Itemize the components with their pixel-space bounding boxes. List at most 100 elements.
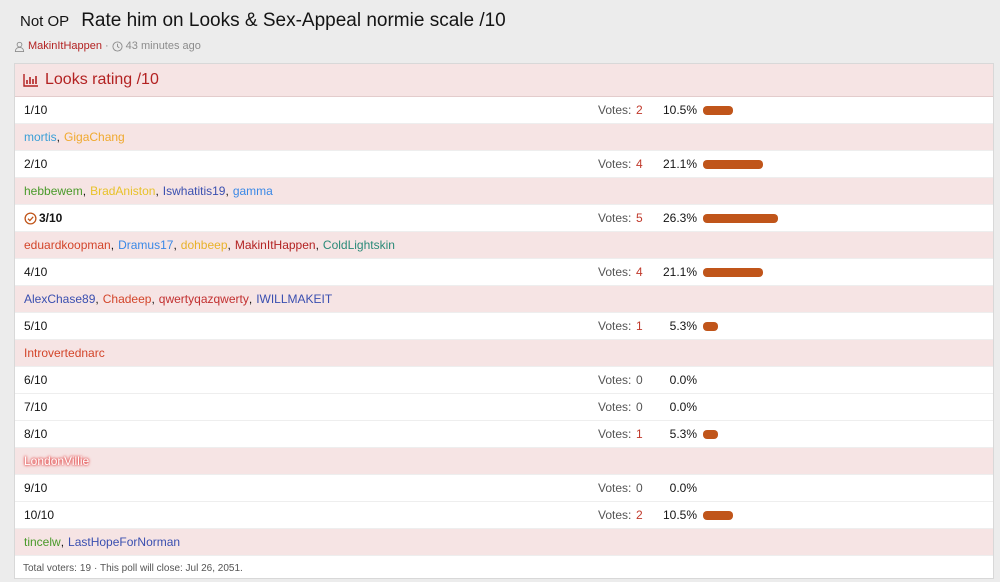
- voter-name[interactable]: GigaChang: [64, 130, 125, 144]
- user-icon: [14, 41, 25, 52]
- vote-count[interactable]: 4: [636, 157, 643, 171]
- voter-separator: ,: [110, 238, 115, 252]
- voter-separator: ,: [155, 184, 159, 198]
- vote-percent: 21.1%: [662, 157, 697, 171]
- voter-separator: ,: [56, 130, 61, 144]
- option-row: 7/10 Votes: 0 0.0%: [15, 394, 993, 421]
- voter-name[interactable]: dohbeep: [180, 238, 228, 252]
- voters-row: hebbewem, BradAniston, Iswhatitis19, gamma: [15, 178, 993, 205]
- vote-count[interactable]: 1: [636, 319, 643, 333]
- votes-label: Votes:: [598, 103, 632, 117]
- thread-title: Rate him on Looks & Sex-Appeal normie sc…: [81, 10, 506, 31]
- option-label: 3/10: [39, 211, 63, 225]
- votes-label: Votes:: [598, 481, 632, 495]
- voter-separator: ,: [173, 238, 177, 252]
- total-voters: 19: [79, 562, 92, 574]
- thread-header: Not OP Rate him on Looks & Sex-Appeal no…: [20, 10, 506, 32]
- voter-separator: ,: [248, 292, 253, 306]
- voters-row: tincelw, LastHopeForNorman: [15, 529, 993, 556]
- prefix[interactable]: Not OP: [20, 13, 70, 30]
- vote-percent: 5.3%: [669, 319, 697, 333]
- option-label: 1/10: [24, 103, 48, 117]
- votes-label: Votes:: [598, 373, 632, 387]
- post-time[interactable]: 43 minutes ago: [125, 40, 201, 52]
- vote-percent: 10.5%: [662, 103, 697, 117]
- option-row: 3/10 Votes: 5 26.3%: [15, 205, 993, 232]
- option-row: 10/10 Votes: 2 10.5%: [15, 502, 993, 529]
- voter-separator: ,: [60, 535, 65, 549]
- voter-name[interactable]: eduardkoopman: [24, 238, 111, 252]
- option-label: 4/10: [24, 265, 48, 279]
- votes-label: Votes:: [598, 427, 632, 441]
- thread-meta: MakinItHappen · 43 minutes ago: [14, 40, 201, 52]
- title-line: Not OP Rate him on Looks & Sex-Appeal no…: [20, 10, 506, 32]
- poll-rows: 1/10 Votes: 2 10.5% mortis, GigaChang 2/10 Vote…: [15, 97, 993, 556]
- author[interactable]: MakinItHappen: [28, 40, 102, 52]
- voter-name[interactable]: MakinItHappen: [234, 238, 316, 252]
- voter-separator: ,: [95, 292, 99, 306]
- clock-icon: [112, 40, 123, 52]
- voter-name[interactable]: tincelw: [24, 535, 61, 549]
- vote-bar: [703, 430, 718, 439]
- vote-percent: 26.3%: [662, 211, 697, 225]
- voter-name[interactable]: Iswhatitis19: [162, 184, 226, 198]
- votes-label: Votes:: [598, 265, 632, 279]
- option-row: 4/10 Votes: 4 21.1%: [15, 259, 993, 286]
- voters-row: Introvertednarc: [15, 340, 993, 367]
- vote-percent: 5.3%: [669, 427, 697, 441]
- option-row: 1/10 Votes: 2 10.5%: [15, 97, 993, 124]
- voter-name[interactable]: Introvertednarc: [24, 346, 105, 360]
- voter-name[interactable]: BradAniston: [90, 184, 156, 198]
- vote-count[interactable]: 1: [636, 427, 643, 441]
- option-label: 10/10: [24, 508, 55, 522]
- voters-row: LondonVillie: [15, 448, 993, 475]
- voter-name[interactable]: gamma: [232, 184, 273, 198]
- vote-bar: [703, 160, 763, 169]
- vote-count[interactable]: 4: [636, 265, 643, 279]
- voter-name[interactable]: Dramus17: [118, 238, 174, 252]
- option-label: 8/10: [24, 427, 48, 441]
- option-label: 9/10: [24, 481, 48, 495]
- voter-separator: ,: [315, 238, 319, 252]
- vote-percent: 10.5%: [662, 508, 697, 522]
- separator-dot: ·: [105, 40, 109, 52]
- vote-count: 0: [636, 400, 643, 414]
- option-label: 6/10: [24, 373, 48, 387]
- poll-footer: Total voters: 19 · This poll will close:…: [15, 556, 993, 580]
- option-row: 9/10 Votes: 0 0.0%: [15, 475, 993, 502]
- option-row: 5/10 Votes: 1 5.3%: [15, 313, 993, 340]
- voter-name[interactable]: LondonVillie: [24, 454, 90, 468]
- voters-row: mortis, GigaChang: [15, 124, 993, 151]
- vote-bar: [703, 511, 733, 520]
- votes-label: Votes:: [598, 157, 632, 171]
- votes-label: Votes:: [598, 400, 632, 414]
- option-row: 6/10 Votes: 0 0.0%: [15, 367, 993, 394]
- poll-header: Looks rating /10: [15, 64, 993, 97]
- vote-percent: 0.0%: [669, 481, 697, 495]
- voter-name[interactable]: hebbewem: [24, 184, 83, 198]
- voter-name[interactable]: qwertyqazqwerty: [158, 292, 249, 306]
- vote-bar: [703, 214, 778, 223]
- voter-name[interactable]: AlexChase89: [24, 292, 96, 306]
- voter-name[interactable]: mortis: [24, 130, 57, 144]
- poll: Looks rating /10 1/10 Votes: 2 10.5% mortis,…: [14, 63, 994, 579]
- voter-name[interactable]: ColdLightskin: [322, 238, 395, 252]
- vote-count[interactable]: 2: [636, 103, 643, 117]
- vote-bar: [703, 322, 718, 331]
- vote-percent: 0.0%: [669, 373, 697, 387]
- voter-separator: ,: [225, 184, 229, 198]
- option-row: 8/10 Votes: 1 5.3%: [15, 421, 993, 448]
- voter-name[interactable]: Chadeep: [102, 292, 152, 306]
- option-label: 5/10: [24, 319, 48, 333]
- voter-name[interactable]: LastHopeForNorman: [68, 535, 181, 549]
- voter-name[interactable]: IWILLMAKEIT: [256, 292, 333, 306]
- vote-count[interactable]: 5: [636, 211, 643, 225]
- vote-count[interactable]: 2: [636, 508, 643, 522]
- vote-bar: [703, 268, 763, 277]
- voter-separator: ,: [227, 238, 231, 252]
- vote-count: 0: [636, 481, 643, 495]
- voter-separator: ,: [82, 184, 87, 198]
- winner-label: 3/10: [24, 211, 62, 225]
- voters-row: eduardkoopman, Dramus17, dohbeep, MakinItHa…: [15, 232, 993, 259]
